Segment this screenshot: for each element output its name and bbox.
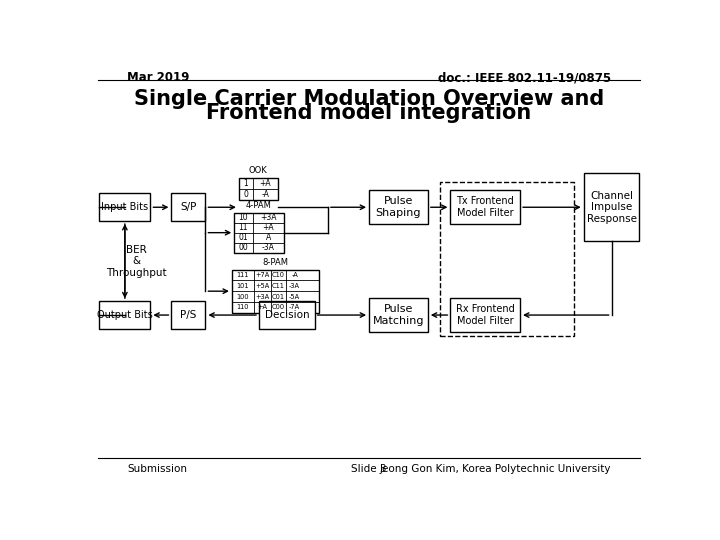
Bar bbox=[584, 173, 639, 241]
Text: -3A: -3A bbox=[262, 243, 275, 252]
Text: +A: +A bbox=[257, 305, 267, 310]
Bar bbox=[234, 213, 284, 253]
Text: Submission: Submission bbox=[127, 464, 187, 474]
Text: +3A: +3A bbox=[260, 213, 276, 222]
Text: Output Bits: Output Bits bbox=[97, 310, 153, 320]
Text: +3A: +3A bbox=[255, 294, 269, 300]
Text: Slide 3: Slide 3 bbox=[351, 464, 387, 474]
Text: 11: 11 bbox=[239, 223, 248, 232]
Text: Input Bits: Input Bits bbox=[102, 202, 148, 212]
Text: A: A bbox=[266, 233, 271, 242]
Text: 0: 0 bbox=[243, 190, 248, 199]
Bar bbox=[451, 190, 520, 224]
Text: Rx Frontend
Model Filter: Rx Frontend Model Filter bbox=[456, 304, 515, 326]
Text: 100: 100 bbox=[236, 294, 249, 300]
Bar bbox=[171, 301, 205, 329]
Text: Pulse
Shaping: Pulse Shaping bbox=[376, 197, 421, 218]
Bar bbox=[232, 269, 319, 313]
Text: 111: 111 bbox=[236, 272, 249, 278]
Text: -A: -A bbox=[291, 272, 298, 278]
Text: C11: C11 bbox=[272, 283, 285, 289]
Bar bbox=[239, 178, 277, 200]
Text: Channel
Impulse
Response: Channel Impulse Response bbox=[587, 191, 636, 224]
Text: 101: 101 bbox=[236, 283, 249, 289]
Bar bbox=[171, 193, 205, 221]
Text: Frontend model integration: Frontend model integration bbox=[207, 103, 531, 123]
Bar bbox=[99, 193, 150, 221]
Text: 8-PAM: 8-PAM bbox=[262, 258, 288, 267]
Text: +A: +A bbox=[262, 223, 274, 232]
Text: -A: -A bbox=[261, 190, 269, 199]
Text: +7A: +7A bbox=[255, 272, 269, 278]
Bar bbox=[99, 301, 150, 329]
Text: 4-PAM: 4-PAM bbox=[246, 200, 272, 210]
Text: +A: +A bbox=[259, 179, 271, 188]
Text: OOK: OOK bbox=[249, 166, 268, 175]
Text: Tx Frontend
Model Filter: Tx Frontend Model Filter bbox=[456, 197, 514, 218]
Bar bbox=[451, 298, 520, 332]
Text: doc.: IEEE 802.11-19/0875: doc.: IEEE 802.11-19/0875 bbox=[438, 71, 611, 84]
Bar bbox=[441, 182, 575, 336]
Text: 01: 01 bbox=[238, 233, 248, 242]
Bar bbox=[369, 190, 428, 224]
Text: Single Carrier Modulation Overview and: Single Carrier Modulation Overview and bbox=[134, 90, 604, 110]
Text: S/P: S/P bbox=[180, 202, 197, 212]
Text: +5A: +5A bbox=[255, 283, 269, 289]
Text: 110: 110 bbox=[236, 305, 249, 310]
Text: Jeong Gon Kim, Korea Polytechnic University: Jeong Gon Kim, Korea Polytechnic Univers… bbox=[379, 464, 611, 474]
Text: Mar 2019: Mar 2019 bbox=[127, 71, 189, 84]
Text: C01: C01 bbox=[272, 294, 285, 300]
Text: C00: C00 bbox=[271, 305, 285, 310]
Bar bbox=[369, 298, 428, 332]
Text: Pulse
Matching: Pulse Matching bbox=[373, 304, 424, 326]
Text: 10: 10 bbox=[238, 213, 248, 222]
Text: -7A: -7A bbox=[289, 305, 300, 310]
Text: P/S: P/S bbox=[180, 310, 197, 320]
Text: -3A: -3A bbox=[289, 283, 300, 289]
Bar bbox=[259, 301, 315, 329]
Text: Decision: Decision bbox=[264, 310, 309, 320]
Text: 00: 00 bbox=[238, 243, 248, 252]
Text: BER
&
Throughput: BER & Throughput bbox=[106, 245, 167, 278]
Text: -5A: -5A bbox=[289, 294, 300, 300]
Text: C10: C10 bbox=[272, 272, 285, 278]
Text: 1: 1 bbox=[243, 179, 248, 188]
